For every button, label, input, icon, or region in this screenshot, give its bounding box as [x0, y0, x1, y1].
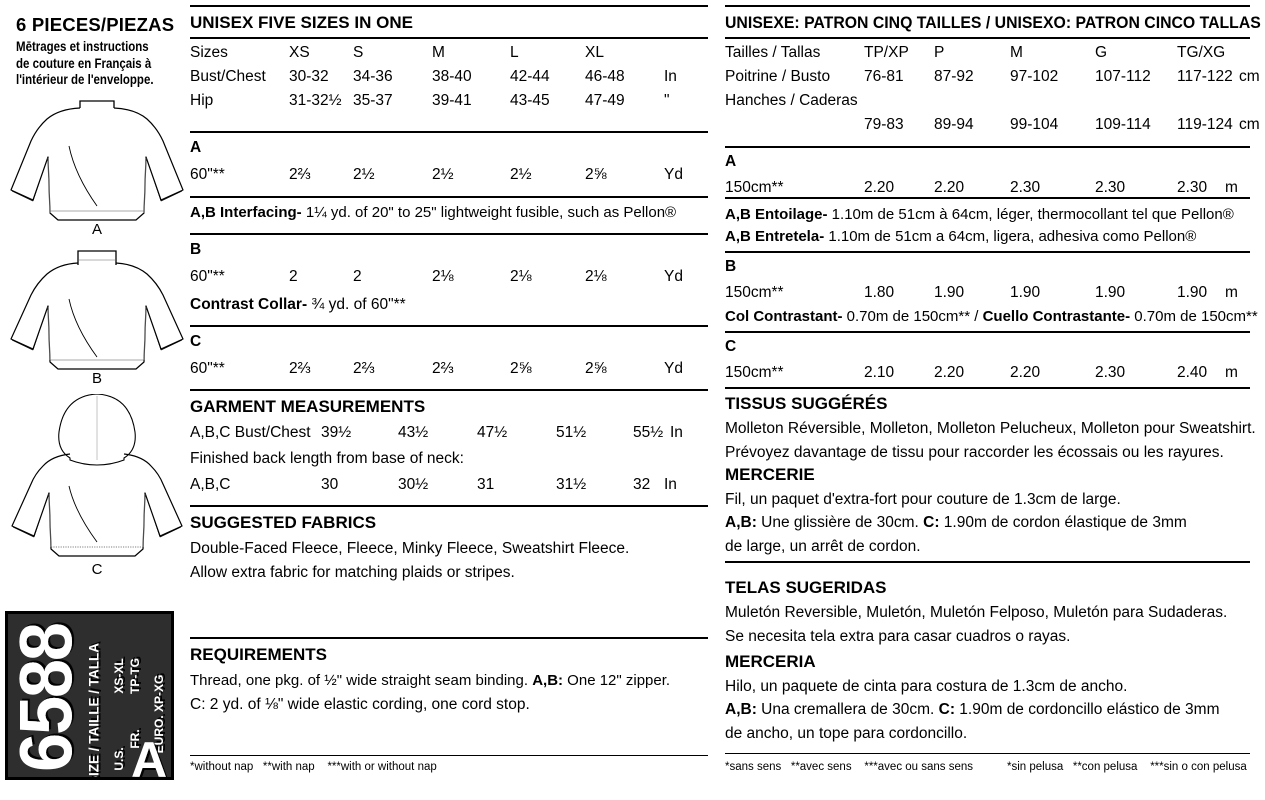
svg-text:TP-TG: TP-TG — [128, 658, 142, 694]
svg-text:C: C — [92, 561, 103, 578]
svg-text:A: A — [131, 732, 167, 780]
svg-text:U.S.: U.S. — [112, 747, 126, 770]
svg-text:SIZE / TAILLE / TALLA: SIZE / TAILLE / TALLA — [87, 643, 102, 780]
svg-text:A: A — [92, 221, 102, 238]
svg-text:B: B — [92, 370, 102, 387]
svg-text:6588: 6588 — [8, 624, 88, 772]
svg-text:XS-XL: XS-XL — [112, 658, 126, 693]
